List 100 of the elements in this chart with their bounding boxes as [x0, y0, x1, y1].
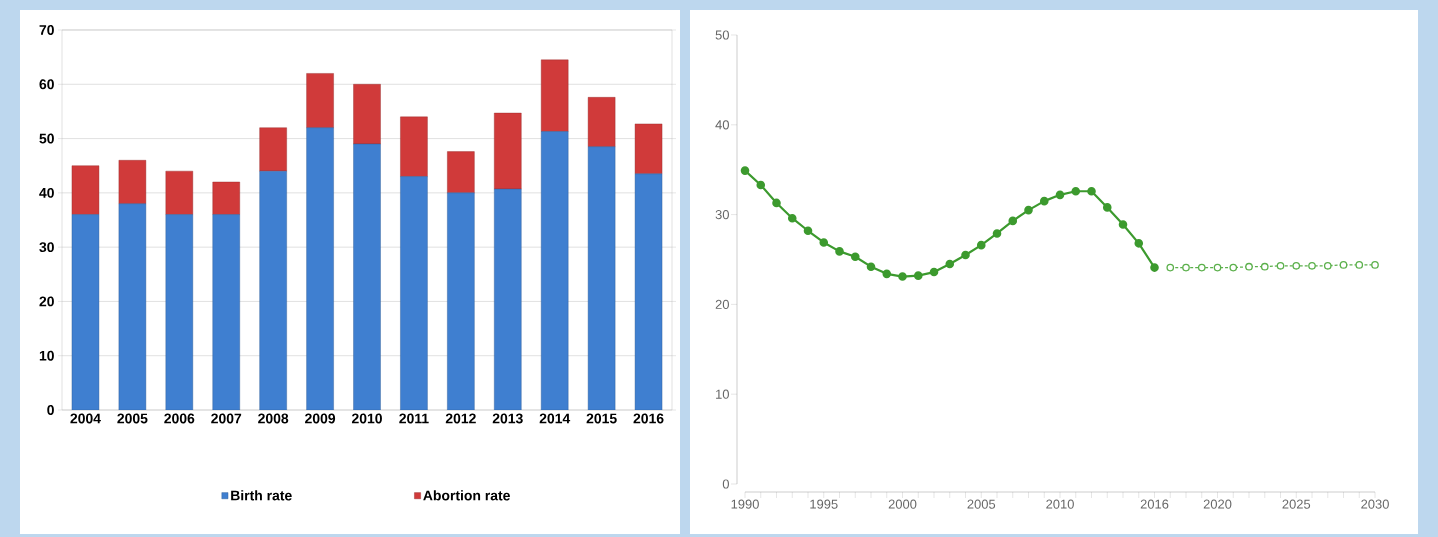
point: [772, 198, 781, 208]
bar: [447, 192, 475, 410]
y-tick-label: 0: [47, 405, 54, 415]
point: [787, 213, 797, 223]
point: [835, 247, 844, 256]
point: [1229, 263, 1238, 272]
bar: [118, 160, 147, 204]
x-tick-label: 2025: [1282, 499, 1311, 509]
bar: [259, 171, 287, 410]
bar: [165, 170, 194, 215]
x-tick-label: 1990: [731, 499, 759, 509]
point: [756, 180, 766, 190]
x-tick-label: 2011: [399, 413, 429, 424]
point: [1339, 261, 1348, 269]
x-tick-label: 2005: [117, 413, 148, 424]
point: [1371, 261, 1379, 269]
bar: [447, 151, 475, 194]
point: [1308, 261, 1316, 270]
point: [882, 269, 892, 279]
bar: [541, 59, 569, 132]
x-tick-label: 2030: [1361, 499, 1389, 509]
point: [1245, 262, 1253, 271]
y-tick-label: 30: [715, 210, 729, 220]
y-tick-label: 20: [39, 296, 54, 307]
legend-label: Abortion rate: [423, 490, 510, 501]
y-tick-label: 40: [715, 120, 729, 130]
bar: [494, 112, 522, 190]
bar: [588, 146, 616, 410]
x-tick-label: 1995: [810, 499, 838, 509]
x-tick-label: 2008: [258, 413, 289, 424]
y-tick-label: 20: [715, 299, 729, 309]
bar: [165, 214, 193, 410]
x-tick-label: 2000: [888, 499, 917, 509]
bar: [400, 176, 428, 410]
bar: [212, 181, 240, 215]
point: [961, 250, 970, 260]
point: [898, 272, 907, 281]
bar: [71, 165, 100, 215]
point: [976, 240, 986, 250]
x-tick-label: 2012: [445, 413, 476, 424]
point: [866, 262, 876, 271]
y-tick-label: 50: [715, 30, 729, 40]
point: [1071, 186, 1081, 196]
x-tick-label: 2010: [1046, 499, 1074, 509]
point: [850, 252, 860, 262]
x-tick-label: 2016: [633, 413, 664, 424]
x-tick-label: 2009: [305, 413, 336, 424]
bar: [212, 214, 240, 410]
point: [1118, 220, 1128, 229]
point: [819, 238, 829, 247]
bar: [541, 131, 569, 410]
point: [1292, 261, 1301, 270]
y-tick-label: 10: [39, 350, 54, 361]
y-tick-label: 0: [722, 479, 729, 489]
point: [1039, 196, 1049, 206]
point: [1197, 263, 1206, 272]
point: [1134, 239, 1144, 248]
point: [1355, 261, 1364, 269]
point: [992, 229, 1002, 238]
x-tick-label: 2007: [211, 413, 242, 424]
bar: [118, 203, 146, 410]
point: [1087, 186, 1096, 196]
x-tick-label: 2014: [539, 413, 571, 424]
point: [1102, 203, 1112, 212]
point: [1182, 263, 1190, 272]
x-tick-label: 2010: [351, 413, 382, 424]
y-tick-label: 30: [39, 242, 54, 253]
bar: [353, 144, 381, 410]
bar: [306, 127, 334, 410]
bar: [400, 116, 428, 177]
y-tick-label: 60: [39, 79, 54, 90]
bar: [634, 173, 663, 410]
point: [1024, 205, 1033, 215]
x-tick-label: 2005: [967, 499, 996, 509]
legend-label: Birth rate: [231, 490, 292, 501]
bar: [306, 73, 334, 128]
point: [803, 226, 813, 236]
point: [1213, 263, 1222, 272]
x-tick-label: 2020: [1203, 499, 1232, 509]
bar: [259, 127, 287, 172]
y-tick-label: 10: [716, 389, 729, 399]
point: [1323, 261, 1332, 270]
point: [1055, 190, 1065, 200]
bar: [634, 123, 663, 175]
point: [1276, 261, 1285, 270]
x-tick-label: 2015: [586, 413, 617, 424]
bar: [494, 189, 522, 410]
y-tick-label: 40: [39, 187, 54, 198]
point: [1260, 262, 1269, 271]
bar: [587, 97, 616, 147]
x-tick-label: 2004: [70, 413, 101, 424]
point: [913, 271, 923, 280]
y-tick-label: 70: [39, 25, 54, 35]
y-tick-label: 50: [39, 133, 54, 144]
point: [1166, 263, 1175, 272]
x-tick-label: 2013: [492, 413, 523, 424]
point: [945, 259, 955, 269]
point: [1008, 216, 1018, 226]
point: [740, 166, 750, 175]
bar: [353, 84, 381, 145]
